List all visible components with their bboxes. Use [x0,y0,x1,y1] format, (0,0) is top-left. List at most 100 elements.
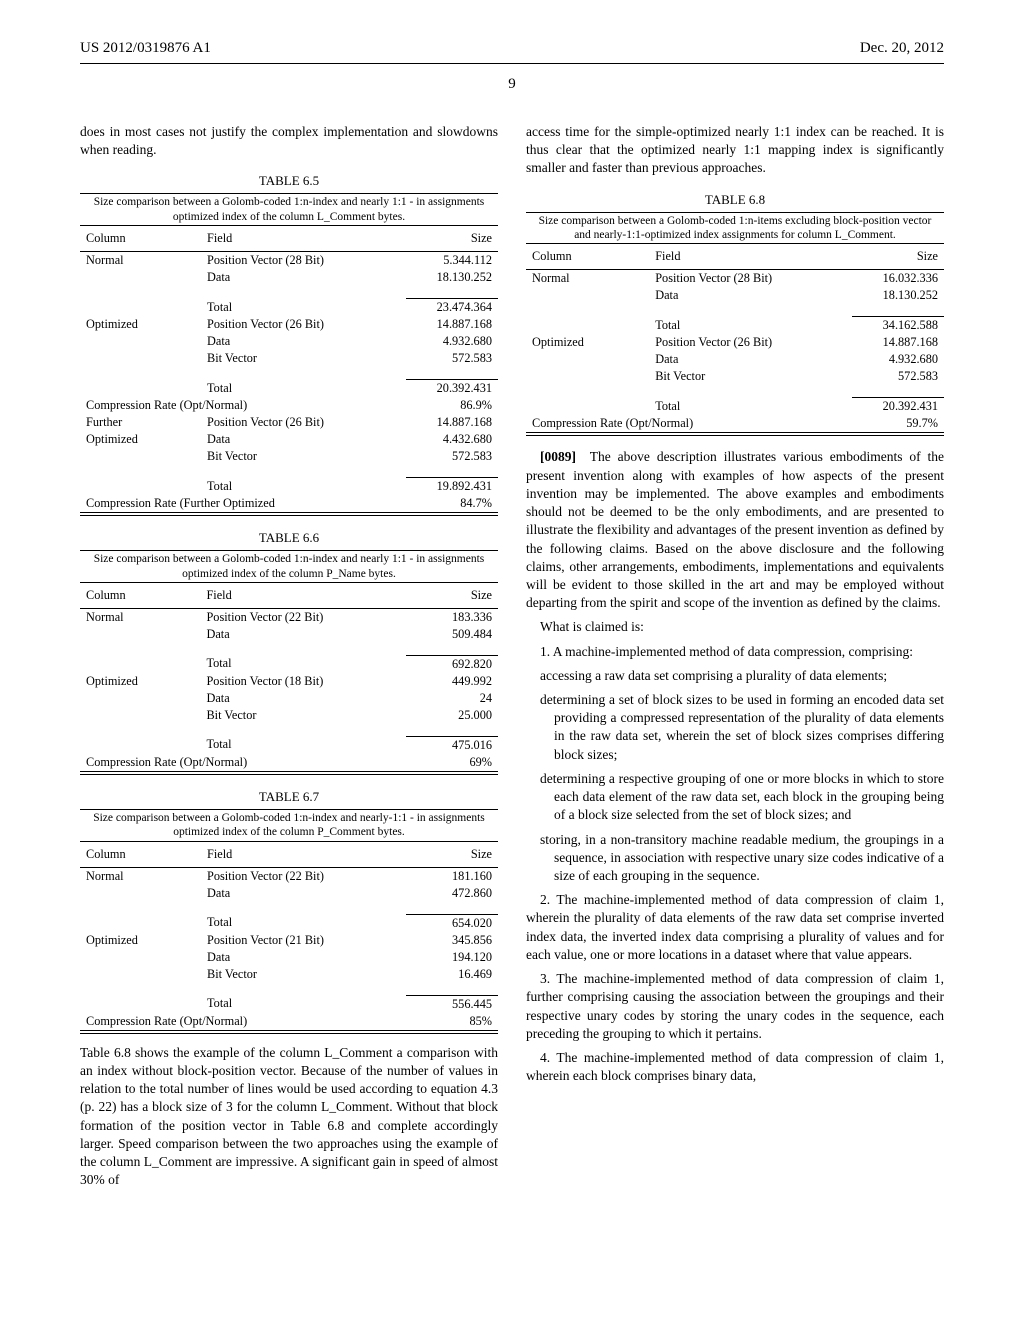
data-table: Size comparison between a Golomb-coded 1… [80,809,498,1034]
table-cell: Optimized [526,334,649,351]
table-cell: Data [201,431,406,448]
claim-3: 3. The machine-implemented method of dat… [526,970,944,1043]
table-cell: Position Vector (28 Bit) [201,252,406,270]
table-row: Total556.445 [80,995,498,1013]
table-row: Total20.392.431 [80,380,498,398]
table-cell: Position Vector (22 Bit) [200,608,406,626]
table-row: Bit Vector572.583 [80,448,498,465]
table-cell: Total [649,317,852,335]
table-row: Total23.474.364 [80,299,498,317]
table-6-5: TABLE 6.5Size comparison between a Golom… [80,173,498,516]
table-cell: 183.336 [406,608,498,626]
table-cell: 475.016 [406,736,498,754]
table-cell: Bit Vector [649,368,852,385]
table-cell: 5.344.112 [406,252,498,270]
table-cell: Normal [526,270,649,288]
table-cell: Data [200,626,406,643]
table-cell: 692.820 [406,655,498,673]
table-cell [80,626,200,643]
table-label: TABLE 6.8 [526,192,944,208]
table-header-row: ColumnFieldSize [526,244,944,270]
table-label: TABLE 6.6 [80,530,498,546]
table-caption: Size comparison between a Golomb-coded 1… [526,213,944,244]
table-cell: 24 [406,690,498,707]
table-cell: Data [201,949,406,966]
table-cell: Total [201,995,406,1013]
table-cell: Total [200,655,406,673]
table-row: NormalPosition Vector (22 Bit)181.160 [80,867,498,885]
table-cell: Optimized [80,673,200,690]
table-row: Data472.860 [80,885,498,902]
table-cell: Compression Rate (Further Optimized [80,495,406,512]
table-cell [80,914,201,932]
table-cell: 345.856 [406,932,498,949]
table-cell: 556.445 [406,995,498,1013]
table-cell: Normal [80,608,200,626]
data-table: Size comparison between a Golomb-coded 1… [80,550,498,775]
table-cell: Optimized [80,316,201,333]
table-cell: Normal [80,252,201,270]
table-row: NormalPosition Vector (28 Bit)5.344.112 [80,252,498,270]
table-cell: 509.484 [406,626,498,643]
table-row: Data24 [80,690,498,707]
table-cell: 4.432.680 [406,431,498,448]
table-caption: Size comparison between a Golomb-coded 1… [80,551,498,582]
table-cell: 86.9% [406,397,498,414]
col-header: Size [406,226,498,252]
table-cell: Bit Vector [201,966,406,983]
table-cell [80,655,200,673]
table-cell: 572.583 [406,350,498,367]
table-header-row: ColumnFieldSize [80,226,498,252]
table-cell: 14.887.168 [852,334,944,351]
table-cell: Bit Vector [201,448,406,465]
table-cell: 84.7% [406,495,498,512]
table-cell [80,478,201,496]
right-top-paragraph: access time for the simple-optimized nea… [526,123,944,178]
claim-1-c: determining a respective grouping of one… [540,770,944,825]
table-row: NormalPosition Vector (22 Bit)183.336 [80,608,498,626]
table-cell: 4.932.680 [852,351,944,368]
table-cell: 20.392.431 [852,398,944,416]
table-cell: 194.120 [406,949,498,966]
table-cell [80,333,201,350]
col-header: Size [406,841,498,867]
table-row: Total19.892.431 [80,478,498,496]
table-row: Data4.932.680 [526,351,944,368]
col-header: Size [852,244,944,270]
table-cell [526,351,649,368]
col-header: Size [406,582,498,608]
table-row: Bit Vector25.000 [80,707,498,724]
table-cell: Data [201,333,406,350]
table-row: Total20.392.431 [526,398,944,416]
table-cell: Position Vector (26 Bit) [201,316,406,333]
col-header: Column [526,244,649,270]
table-cell: 25.000 [406,707,498,724]
page-container: US 2012/0319876 A1 Dec. 20, 2012 9 does … [0,0,1024,1235]
table-cell: Compression Rate (Opt/Normal) [80,754,406,771]
table-cell: Total [201,914,406,932]
col-header: Column [80,226,201,252]
table-cell: Position Vector (26 Bit) [201,414,406,431]
table-cell [80,995,201,1013]
table-cell: 23.474.364 [406,299,498,317]
table-cell: Data [200,690,406,707]
table-row: Bit Vector16.469 [80,966,498,983]
table-cell [526,287,649,304]
right-column: access time for the simple-optimized nea… [526,123,944,1195]
paragraph-0089: [0089] The above description illustrates… [526,448,944,612]
outro-paragraph: Table 6.8 shows the example of the colum… [80,1044,498,1190]
table-cell: 654.020 [406,914,498,932]
table-row: Data509.484 [80,626,498,643]
table-cell: Data [649,287,852,304]
left-column: does in most cases not justify the compl… [80,123,498,1195]
col-header: Column [80,582,200,608]
table-cell: 19.892.431 [406,478,498,496]
table-cell: 572.583 [406,448,498,465]
claim-1-b: determining a set of block sizes to be u… [540,691,944,764]
pub-date: Dec. 20, 2012 [860,40,944,57]
table-cell [80,885,201,902]
page-number: 9 [80,76,944,93]
table-cell [80,380,201,398]
table-cell [526,368,649,385]
table-cell: 34.162.588 [852,317,944,335]
